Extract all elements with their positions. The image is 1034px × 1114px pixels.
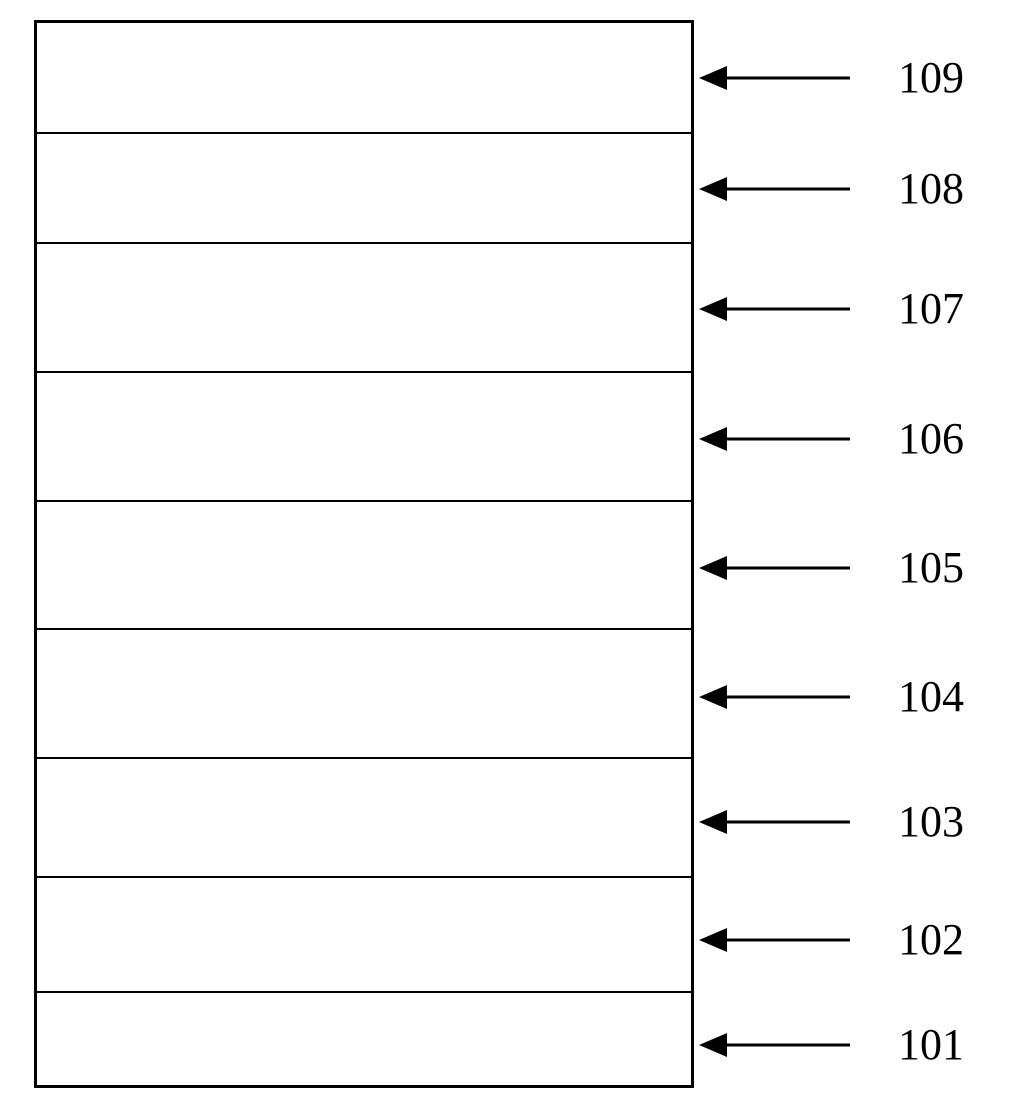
layer-stack (34, 20, 694, 1088)
stack-layer (37, 876, 691, 990)
layer-label: 108 (898, 167, 964, 211)
stack-layer (37, 242, 691, 371)
stack-layer (37, 132, 691, 241)
arrow-left-icon (697, 682, 852, 712)
arrow-left-icon (697, 807, 852, 837)
stack-layer (37, 991, 691, 1085)
arrow-left-icon (697, 925, 852, 955)
arrow-left-icon (697, 424, 852, 454)
arrow-left-icon (697, 294, 852, 324)
arrow-left-icon (697, 553, 852, 583)
layer-label: 104 (898, 675, 964, 719)
stack-layer (37, 500, 691, 627)
layer-label: 101 (898, 1023, 964, 1067)
layer-callout: 104 (697, 682, 964, 712)
layer-callout: 102 (697, 925, 964, 955)
layer-callout: 109 (697, 63, 964, 93)
layer-callout: 105 (697, 553, 964, 583)
layer-callout: 108 (697, 174, 964, 204)
stack-layer (37, 23, 691, 132)
stack-layer (37, 628, 691, 757)
layer-label: 105 (898, 546, 964, 590)
layer-label: 109 (898, 56, 964, 100)
layer-label: 103 (898, 800, 964, 844)
stack-layer (37, 371, 691, 500)
layer-callout: 107 (697, 294, 964, 324)
layer-callout: 101 (697, 1030, 964, 1060)
layer-callout: 106 (697, 424, 964, 454)
layer-label: 107 (898, 287, 964, 331)
stack-layer (37, 757, 691, 876)
arrow-left-icon (697, 63, 852, 93)
arrow-left-icon (697, 1030, 852, 1060)
layer-label: 102 (898, 918, 964, 962)
layer-callout: 103 (697, 807, 964, 837)
arrow-left-icon (697, 174, 852, 204)
layer-label: 106 (898, 417, 964, 461)
